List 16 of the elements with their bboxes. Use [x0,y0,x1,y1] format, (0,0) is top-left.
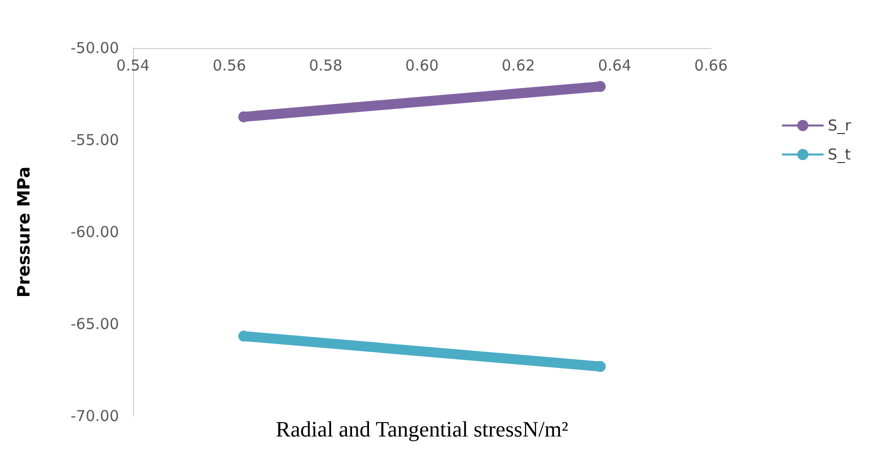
y-tick-label: -65.00 [70,315,119,333]
x-tick-label: 0.66 [694,56,728,74]
y-tick-label: -50.00 [70,39,119,57]
x-tick-label: 0.60 [405,56,439,74]
x-tick-label: 0.56 [212,56,246,74]
y-tick-label: -55.00 [70,131,119,149]
x-tick-label: 0.58 [308,56,342,74]
x-tick-label: 0.54 [116,56,150,74]
y-tick-label: -70.00 [70,407,119,425]
x-axis-title: Radial and Tangential stressN/m² [276,416,569,442]
legend-label: S_t [828,146,851,164]
x-tick-label: 0.64 [598,56,632,74]
x-tick-label: 0.62 [502,56,536,74]
legend-label: S_r [828,116,852,134]
y-axis-title: Pressure MPa [14,166,34,298]
y-tick-label: -60.00 [70,223,119,241]
